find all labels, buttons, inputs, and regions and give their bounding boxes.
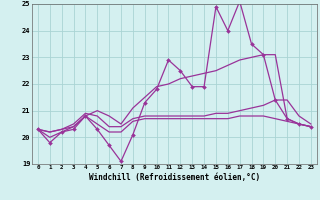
X-axis label: Windchill (Refroidissement éolien,°C): Windchill (Refroidissement éolien,°C) [89,173,260,182]
